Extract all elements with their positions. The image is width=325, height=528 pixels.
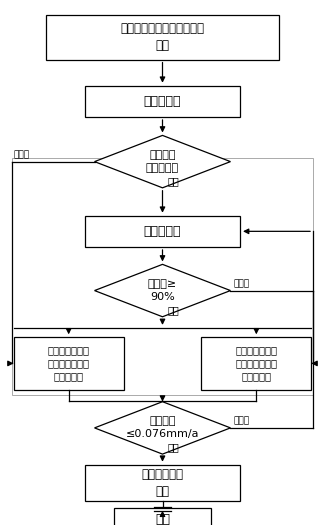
- Text: 合格: 合格: [167, 442, 179, 452]
- Text: 符合要求的缓
蚀剂: 符合要求的缓 蚀剂: [141, 468, 184, 498]
- Text: 收集油田使用效果良好的缓
蚀剂: 收集油田使用效果良好的缓 蚀剂: [121, 22, 204, 52]
- Polygon shape: [95, 265, 230, 317]
- Text: 不合格: 不合格: [14, 150, 30, 159]
- FancyBboxPatch shape: [85, 465, 240, 501]
- Text: 合格: 合格: [167, 305, 179, 315]
- FancyBboxPatch shape: [85, 86, 240, 117]
- Text: 不合格: 不合格: [234, 416, 250, 425]
- Text: 配伍性实验: 配伍性实验: [144, 95, 181, 108]
- Text: 缓蚀率≥
90%: 缓蚀率≥ 90%: [148, 279, 177, 302]
- Text: 结束: 结束: [155, 513, 170, 526]
- Text: 合格: 合格: [167, 176, 179, 186]
- FancyBboxPatch shape: [201, 337, 311, 390]
- Text: 不合格: 不合格: [234, 279, 250, 288]
- FancyBboxPatch shape: [46, 15, 279, 60]
- Text: 动态高温高压差
模拟工况下腐蚀
剂性能评价: 动态高温高压差 模拟工况下腐蚀 剂性能评价: [235, 345, 277, 382]
- Text: 腐蚀速率
≤0.076mm/a: 腐蚀速率 ≤0.076mm/a: [126, 416, 199, 439]
- FancyBboxPatch shape: [14, 337, 124, 390]
- FancyBboxPatch shape: [114, 508, 211, 528]
- FancyBboxPatch shape: [85, 215, 240, 247]
- Polygon shape: [95, 135, 230, 188]
- Text: 静态高温高压差
模拟工况下腐蚀
剂性能评价: 静态高温高压差 模拟工况下腐蚀 剂性能评价: [48, 345, 90, 382]
- Bar: [12, 158, 313, 395]
- Text: 水溶性好
无乳化倾向: 水溶性好 无乳化倾向: [146, 150, 179, 173]
- Text: 电化学实验: 电化学实验: [144, 225, 181, 238]
- Polygon shape: [95, 402, 230, 454]
